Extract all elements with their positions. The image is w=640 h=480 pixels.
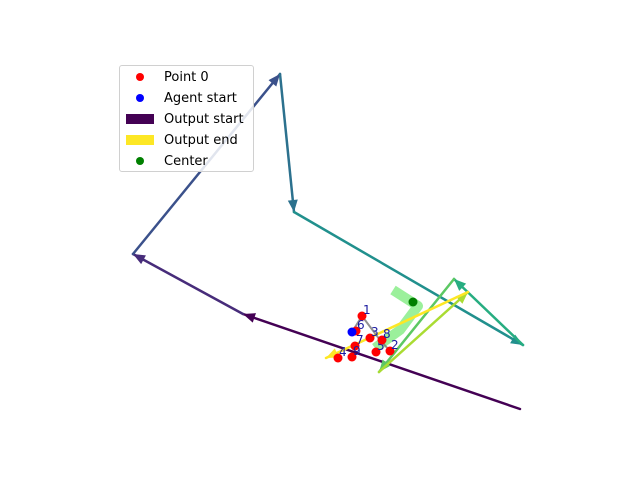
legend-label-center: Center [164,153,208,169]
point-marker-1 [357,311,367,321]
legend-label-output-end: Output end [164,132,238,148]
center-marker-icon [136,157,144,165]
point-label-5: 5 [377,339,385,353]
point-marker-8 [377,335,387,345]
trajectory-arrowhead-1 [243,313,256,323]
trajectory-arrowhead-8 [455,292,468,304]
trajectory-arrowhead-2 [133,254,146,265]
center-marker [408,297,418,307]
point-marker-2 [385,346,395,356]
trajectory-segment-8 [377,290,470,374]
legend-label-output-start: Output start [164,111,244,127]
legend-item-center: Center [120,151,208,171]
output-end-swatch-icon [126,135,154,145]
trajectory-segment-1 [241,312,522,411]
point-marker-9 [347,352,357,362]
point-label-9: 9 [353,344,361,358]
highlight-path [372,285,423,353]
point-label-8: 8 [383,327,391,341]
point-marker-5 [371,347,381,357]
legend-item-point0: Point 0 [120,67,209,87]
agent-start-marker [347,327,357,337]
trajectory-arrowhead-4 [287,199,298,212]
point-marker-7 [350,341,360,351]
agent-path [351,314,391,352]
trajectory-segment-4 [278,72,296,214]
legend-item-output-end: Output end [120,130,238,150]
trajectory-arrowhead-6 [454,279,467,291]
trajectory-segment-7 [377,277,456,374]
point-label-6: 6 [357,318,365,332]
legend-label-point0: Point 0 [164,69,209,85]
legend-label-agent-start: Agent start [164,90,237,106]
trajectory-segment-6 [452,277,525,347]
point-label-3: 3 [371,325,379,339]
output-start-swatch-icon [126,114,154,124]
trajectory-arrowhead-3 [268,74,280,87]
trajectory-segment-5 [292,210,525,347]
point-label-2: 2 [391,338,399,352]
point-marker-4 [333,353,343,363]
point-label-4: 4 [339,345,347,359]
trajectory-segment-2 [131,252,245,316]
point0-marker-icon [136,73,144,81]
legend-item-agent-start: Agent start [120,88,237,108]
agent-start-marker-icon [136,94,144,102]
trajectory-segment-9 [324,290,470,360]
point-label-1: 1 [363,303,371,317]
legend: Point 0 Agent start Output start Output … [119,65,254,172]
point-label-7: 7 [356,333,364,347]
point-marker-3 [365,333,375,343]
legend-item-output-start: Output start [120,109,244,129]
